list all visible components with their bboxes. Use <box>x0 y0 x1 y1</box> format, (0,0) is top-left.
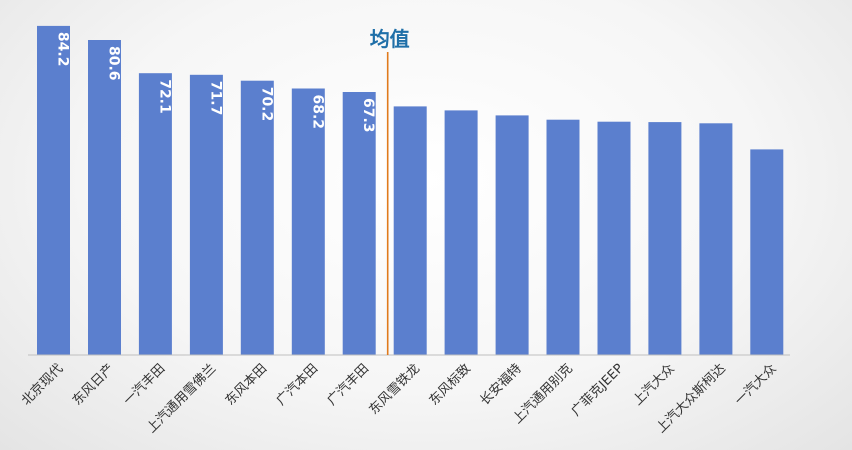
x-tick-label-7: 广汽丰田 <box>325 361 372 408</box>
mean-label: 均值 <box>370 27 410 51</box>
value-label-7: 67.3 <box>360 98 376 133</box>
bar-7 <box>342 92 376 355</box>
x-tick-label-13: 上汽大众 <box>630 361 677 408</box>
bar-14 <box>699 123 733 355</box>
x-tick-label-6: 广汽本田 <box>274 361 321 408</box>
x-tick-label-12: 广菲克JEEP <box>569 361 627 419</box>
bar-8 <box>393 106 427 356</box>
x-tick-label-9: 东风标致 <box>427 361 474 408</box>
value-labels-group: 84.2 80.6 72.1 71.7 70.2 68.2 67.3 <box>55 32 377 133</box>
x-tick-label-8: 东风雪铁龙 <box>366 361 423 418</box>
bar-5 <box>240 80 274 355</box>
bar-15 <box>750 149 784 355</box>
value-label-2: 80.6 <box>106 46 122 81</box>
value-label-5: 70.2 <box>258 87 274 122</box>
x-tick-label-1: 北京现代 <box>19 361 66 408</box>
value-label-4: 71.7 <box>207 81 223 116</box>
value-label-1: 84.2 <box>55 32 71 67</box>
value-label-6: 68.2 <box>309 95 325 130</box>
bar-4 <box>189 74 223 356</box>
bar-3 <box>138 73 172 355</box>
bar-13 <box>648 122 682 355</box>
x-tick-label-3: 一汽丰田 <box>121 361 168 408</box>
value-label-3: 72.1 <box>156 79 172 114</box>
bar-10 <box>495 115 529 356</box>
bar-2 <box>88 40 121 355</box>
x-tick-label-10: 长安福特 <box>477 361 524 408</box>
bar-6 <box>291 88 325 355</box>
bar-11 <box>546 119 580 355</box>
bar-9 <box>444 110 478 356</box>
bar-12 <box>597 121 631 355</box>
x-tick-label-15: 一汽大众 <box>732 361 779 408</box>
bars-group <box>37 25 784 356</box>
bar-1 <box>37 25 70 356</box>
x-tick-label-5: 东风本田 <box>223 361 270 408</box>
x-tick-label-2: 东风日产 <box>70 361 117 408</box>
